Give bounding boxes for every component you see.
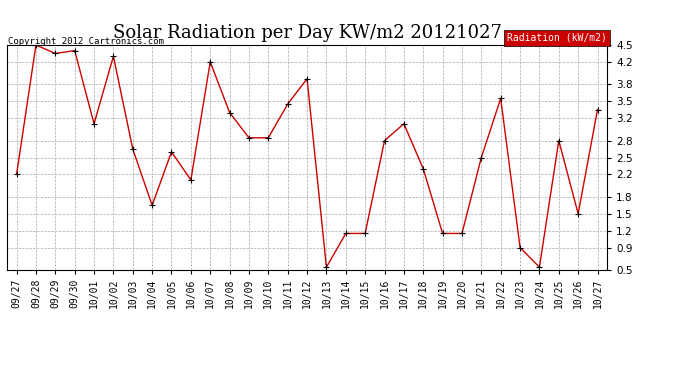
Title: Solar Radiation per Day KW/m2 20121027: Solar Radiation per Day KW/m2 20121027 bbox=[112, 24, 502, 42]
Text: Radiation (kW/m2): Radiation (kW/m2) bbox=[507, 33, 607, 43]
Text: Copyright 2012 Cartronics.com: Copyright 2012 Cartronics.com bbox=[8, 38, 164, 46]
